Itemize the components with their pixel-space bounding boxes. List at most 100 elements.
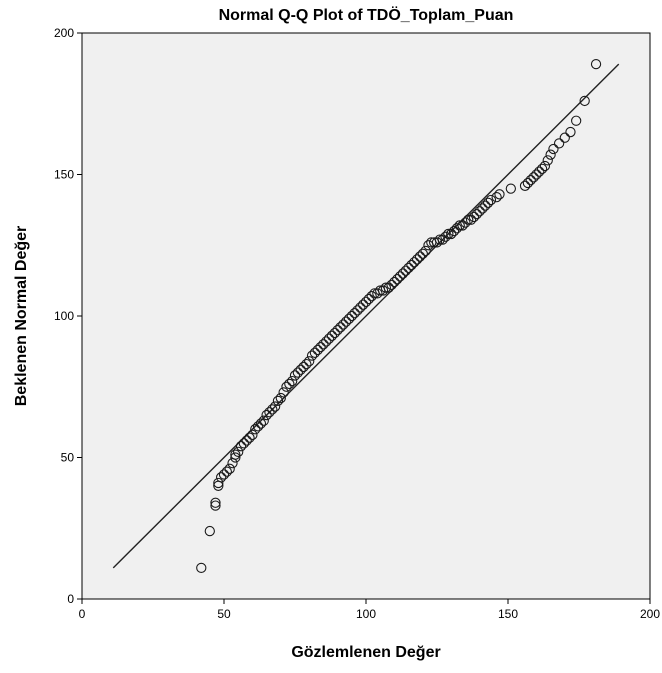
data-point (235, 441, 247, 452)
data-point (213, 477, 224, 489)
data-point (465, 214, 477, 225)
data-point (255, 418, 267, 429)
data-point (392, 274, 403, 285)
data-point (289, 370, 301, 381)
data-point (321, 336, 332, 347)
data-point (230, 449, 241, 460)
data-point (230, 452, 241, 463)
data-point (343, 313, 355, 324)
data-point (480, 200, 491, 211)
x-tick-label: 200 (640, 607, 660, 621)
data-point (414, 251, 426, 262)
data-point (287, 375, 298, 387)
data-point (406, 259, 417, 271)
data-point (295, 364, 306, 375)
data-point (505, 183, 516, 194)
data-point (440, 231, 451, 242)
data-point (278, 387, 289, 398)
data-point (553, 138, 565, 149)
x-tick-label: 50 (217, 607, 231, 621)
y-tick-label: 150 (54, 168, 74, 182)
data-point (411, 254, 423, 265)
data-point (545, 149, 556, 160)
data-point (534, 166, 545, 177)
data-point (238, 438, 250, 449)
data-point (417, 248, 428, 259)
data-point (196, 562, 207, 574)
data-point (275, 392, 286, 404)
y-tick-label: 0 (67, 592, 74, 606)
data-point (267, 404, 278, 415)
data-point (394, 271, 406, 282)
data-point (528, 172, 539, 183)
data-point (233, 446, 244, 457)
data-point (281, 381, 292, 392)
data-point (482, 197, 494, 208)
data-point (460, 217, 471, 228)
data-point (383, 282, 394, 293)
data-point (298, 361, 309, 373)
data-point (539, 160, 551, 172)
data-point (366, 291, 377, 302)
data-point (247, 429, 258, 441)
data-point (531, 169, 542, 180)
data-point (360, 296, 372, 307)
reference-line (112, 63, 620, 569)
data-point (218, 469, 230, 480)
data-point (434, 234, 445, 245)
data-point (522, 177, 534, 189)
data-point (494, 189, 505, 200)
data-point (397, 268, 409, 279)
data-point (312, 344, 323, 356)
data-point (377, 285, 389, 296)
data-point (485, 194, 497, 206)
data-point (346, 310, 357, 322)
data-point (457, 220, 468, 231)
data-point (372, 288, 383, 299)
data-point (244, 432, 255, 443)
data-point (389, 276, 400, 288)
data-point (318, 339, 329, 350)
data-point (332, 324, 343, 336)
data-point (519, 180, 531, 191)
data-point (548, 143, 559, 155)
data-point (355, 302, 366, 313)
data-point (446, 228, 457, 240)
data-point (252, 421, 264, 432)
data-point (306, 350, 318, 361)
data-point (292, 367, 303, 378)
data-point (224, 463, 235, 474)
data-point (284, 378, 295, 390)
y-tick-label: 100 (54, 309, 74, 323)
data-point (304, 356, 315, 367)
x-tick-label: 100 (356, 607, 376, 621)
y-tick-label: 50 (61, 451, 75, 465)
x-axis-label: Gözlemlenen Değer (291, 644, 440, 661)
data-point (210, 500, 221, 511)
x-tick-label: 150 (498, 607, 518, 621)
data-point (352, 305, 363, 316)
data-point (579, 95, 590, 107)
data-point (559, 132, 570, 143)
data-point (420, 245, 431, 257)
data-point (471, 208, 482, 220)
data-point (358, 299, 369, 310)
data-point (474, 206, 485, 217)
data-point (241, 435, 252, 446)
data-point (210, 497, 221, 508)
data-point (468, 211, 480, 223)
data-point (335, 322, 346, 333)
data-point (204, 525, 215, 537)
data-point (448, 225, 460, 237)
data-point (315, 341, 326, 353)
data-point (301, 358, 312, 370)
data-point (340, 316, 352, 327)
data-point (329, 327, 340, 339)
data-point (409, 257, 420, 268)
data-point (454, 220, 465, 231)
data-points (196, 58, 602, 574)
data-point (542, 155, 553, 166)
data-point (264, 407, 275, 418)
data-point (463, 214, 474, 225)
data-point (309, 347, 321, 358)
